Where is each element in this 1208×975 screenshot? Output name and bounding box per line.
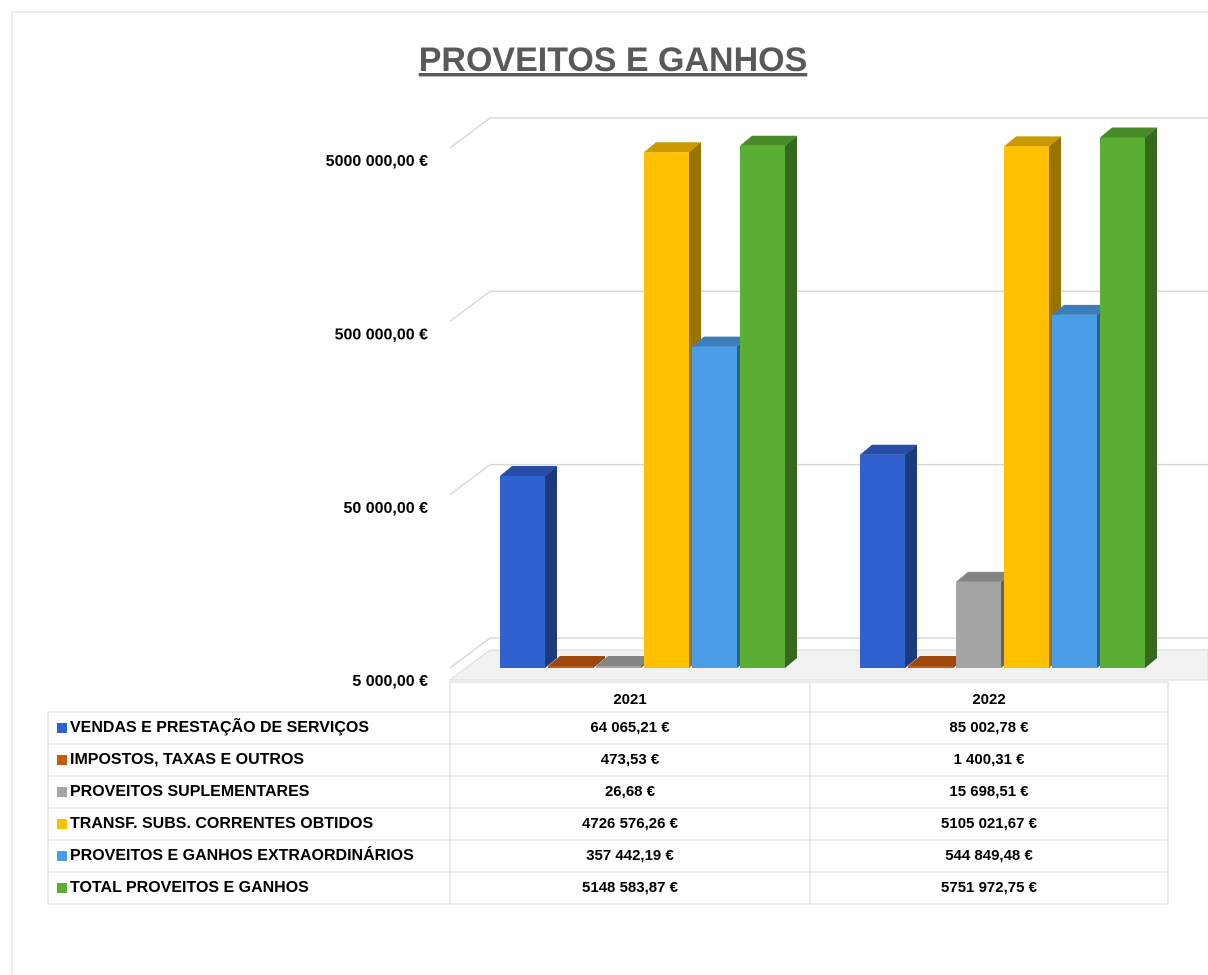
table-value: 15 698,51 € — [949, 783, 1029, 800]
y-tick-label: 5000 000,00 € — [326, 153, 428, 170]
bar — [596, 666, 641, 668]
bar-top — [908, 656, 965, 666]
table-value: 4726 576,26 € — [582, 815, 679, 832]
table-value: 85 002,78 € — [949, 719, 1029, 736]
legend-key — [57, 755, 67, 765]
bar — [692, 346, 737, 668]
legend-label: VENDAS E PRESTAÇÃO DE SERVIÇOS — [70, 716, 369, 736]
legend-label: IMPOSTOS, TAXAS E OUTROS — [70, 751, 304, 768]
legend-key — [57, 819, 67, 829]
y-tick-label: 50 000,00 € — [343, 500, 428, 517]
legend-label: PROVEITOS SUPLEMENTARES — [70, 783, 310, 800]
bar — [1100, 137, 1145, 668]
table-value: 473,53 € — [601, 751, 660, 768]
bar-top — [1004, 136, 1061, 147]
bar-top — [860, 444, 917, 455]
table-value: 5148 583,87 € — [582, 879, 679, 896]
y-tick-label: 500 000,00 € — [335, 327, 429, 344]
bar-top — [956, 571, 1013, 582]
legend-label: TOTAL PROVEITOS E GANHOS — [70, 879, 309, 896]
grid-line — [449, 117, 1208, 149]
bar-side — [905, 444, 917, 668]
x-tick-label: 2022 — [972, 691, 1005, 708]
table-value: 5751 972,75 € — [941, 879, 1038, 896]
bar — [1052, 314, 1097, 668]
bar — [860, 454, 905, 668]
table-value: 64 065,21 € — [590, 719, 670, 736]
bar-top — [500, 466, 557, 477]
bar — [740, 145, 785, 668]
bar-top — [1052, 304, 1109, 315]
grid-line — [449, 463, 1208, 496]
x-tick-label: 2021 — [613, 691, 646, 708]
table-value: 5105 021,67 € — [941, 815, 1038, 832]
grid-line — [449, 290, 1208, 322]
table-value: 544 849,48 € — [945, 847, 1033, 864]
legend-key — [57, 723, 67, 733]
legend-key — [57, 851, 67, 861]
bar — [1004, 146, 1049, 669]
bar-top — [644, 142, 701, 153]
bar-top — [596, 656, 653, 666]
bar-side — [785, 135, 797, 668]
bar — [908, 666, 953, 668]
legend-label: TRANSF. SUBS. CORRENTES OBTIDOS — [70, 815, 373, 832]
table-value: 357 442,19 € — [586, 847, 674, 864]
bar-side — [593, 656, 605, 668]
bar-top — [1100, 127, 1157, 138]
legend-key — [57, 883, 67, 893]
bar — [500, 476, 545, 668]
y-tick-label: 5 000,00 € — [352, 673, 428, 690]
table-value: 26,68 € — [605, 783, 656, 800]
bar-side — [1145, 127, 1157, 668]
bar — [644, 152, 689, 668]
bar-top — [692, 336, 749, 347]
bar-top — [548, 656, 605, 666]
legend-key — [57, 787, 67, 797]
legend-label: PROVEITOS E GANHOS EXTRAORDINÁRIOS — [70, 845, 414, 864]
bar — [956, 581, 1001, 668]
table-value: 1 400,31 € — [954, 751, 1026, 768]
chart-title: PROVEITOS E GANHOS — [419, 41, 808, 79]
bar-top — [740, 135, 797, 146]
bar-side — [545, 466, 557, 668]
bar — [548, 666, 593, 668]
